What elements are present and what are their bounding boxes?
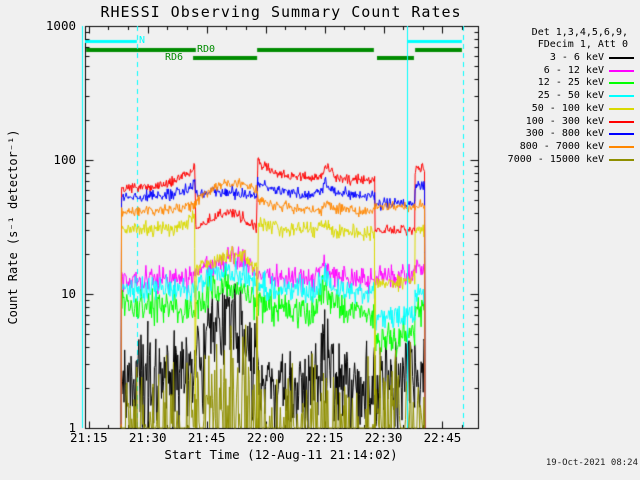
legend-color-swatch bbox=[609, 120, 634, 123]
legend-entry: 50 - 100 keV bbox=[532, 103, 634, 115]
plot-timestamp: 19-Oct-2021 08:24 bbox=[545, 458, 638, 468]
flag-label-rd6: RD6 bbox=[165, 52, 184, 63]
x-tick-label: 22:45 bbox=[423, 430, 462, 445]
legend-color-swatch bbox=[609, 145, 634, 148]
legend-color-swatch bbox=[609, 69, 634, 72]
x-tick-label: 22:15 bbox=[305, 430, 344, 445]
legend-entry-label: 50 - 100 keV bbox=[531, 102, 604, 114]
legend-entry-label: 800 - 7000 keV bbox=[519, 140, 604, 152]
legend-color-swatch bbox=[609, 133, 634, 136]
legend-color-swatch bbox=[609, 57, 634, 59]
legend-color-swatch bbox=[609, 158, 634, 161]
legend-header-decim: FDecim 1, Att 0 bbox=[537, 39, 628, 50]
legend-color-swatch bbox=[609, 82, 634, 85]
legend-entry: 100 - 300 keV bbox=[526, 116, 634, 128]
x-tick-label: 21:45 bbox=[187, 430, 226, 445]
y-tick-label: 100 bbox=[53, 152, 76, 167]
flag-label-night: N bbox=[139, 35, 146, 46]
legend-entry-label: 100 - 300 keV bbox=[525, 115, 604, 127]
y-tick-label: 10 bbox=[60, 286, 76, 301]
y-tick-label: 1 bbox=[68, 420, 76, 435]
legend-entry-label: 3 - 6 keV bbox=[549, 52, 604, 63]
y-tick-label: 1000 bbox=[45, 18, 76, 33]
x-tick-label: 21:15 bbox=[69, 430, 108, 445]
chart-title: RHESSI Observing Summary Count Rates bbox=[100, 3, 462, 21]
legend-entry-label: 6 - 12 keV bbox=[543, 64, 604, 76]
legend-entry: 7000 - 15000 keV bbox=[508, 154, 634, 166]
legend-entry: 6 - 12 keV bbox=[544, 65, 634, 77]
x-tick-label: 21:30 bbox=[128, 430, 167, 445]
x-axis-label: Start Time (12-Aug-11 21:14:02) bbox=[164, 447, 398, 462]
legend-color-swatch bbox=[609, 107, 634, 110]
legend-entry-label: 7000 - 15000 keV bbox=[507, 153, 604, 165]
x-tick-label: 22:00 bbox=[246, 430, 285, 445]
legend-entry: 800 - 7000 keV bbox=[520, 141, 634, 153]
legend-entry: 12 - 25 keV bbox=[538, 77, 634, 89]
legend-entry-label: 25 - 50 keV bbox=[537, 90, 604, 102]
legend-entry: 300 - 800 keV bbox=[526, 128, 634, 140]
legend-entry-label: 300 - 800 keV bbox=[525, 128, 604, 140]
y-axis-label: Count Rate (s⁻¹ detector⁻¹) bbox=[6, 129, 20, 325]
legend-color-swatch bbox=[609, 95, 634, 98]
legend-entry: 25 - 50 keV bbox=[538, 90, 634, 102]
x-tick-label: 22:30 bbox=[364, 430, 403, 445]
legend-header-detectors: Det 1,3,4,5,6,9, bbox=[531, 27, 628, 38]
flag-label-rd0: RD0 bbox=[197, 44, 216, 55]
legend-entry: 3 - 6 keV bbox=[550, 52, 634, 64]
legend-entry-label: 12 - 25 keV bbox=[537, 77, 604, 89]
